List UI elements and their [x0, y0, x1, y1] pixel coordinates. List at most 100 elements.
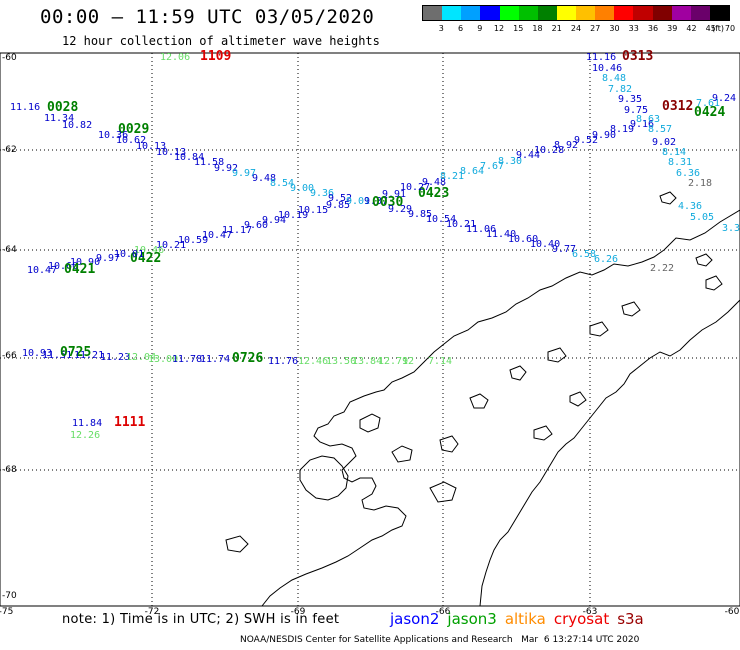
wave-height-label: 13.00	[148, 354, 178, 365]
wave-height-label: 9.48	[422, 177, 446, 188]
wave-height-label: 9.85	[326, 200, 350, 211]
wave-height-label: 11.58	[194, 157, 224, 168]
legend-label: 30	[609, 24, 620, 33]
wave-height-label: 11.17	[222, 225, 252, 236]
wave-height-label: 9.00	[290, 183, 314, 194]
satellite-cryosat: cryosat	[553, 610, 610, 628]
coastline	[225, 191, 740, 607]
pass-time-label: 0424	[694, 105, 725, 120]
legend-swatch	[652, 6, 672, 20]
wave-height-label: 10.93	[22, 348, 52, 359]
chart-title: 00:00 – 11:59 UTC 03/05/2020	[40, 6, 375, 28]
satellite-legend: jason2 jason3 altika cryosat s3a	[390, 610, 652, 628]
wave-height-label: 9.24	[712, 93, 736, 104]
wave-height-label: 9.85	[408, 209, 432, 220]
wave-height-label: 11.74	[200, 354, 230, 365]
wave-height-label: 10.60	[508, 234, 538, 245]
latitude-label: -62	[2, 145, 17, 155]
island-1	[359, 413, 381, 433]
wave-height-label: 9.91	[382, 189, 406, 200]
island-13	[429, 481, 457, 503]
legend-label: 3	[438, 24, 444, 33]
wave-height-label: 9.52	[328, 193, 352, 204]
legend-swatch	[499, 6, 519, 20]
legend-swatch	[442, 6, 462, 20]
longitude-label: -63	[583, 607, 598, 617]
wave-height-label: 9.01	[346, 196, 370, 207]
island-4	[469, 393, 489, 409]
wave-height-label: 10.54	[426, 214, 456, 225]
wave-height-label: 7.61	[696, 98, 720, 109]
palmer-land-coast	[479, 299, 740, 607]
pass-time-label: 0725	[60, 345, 91, 360]
alexander-island-coast	[299, 455, 349, 501]
wave-height-label: 2.18	[688, 178, 712, 189]
island-6	[547, 347, 567, 363]
pass-time-label: 0313	[622, 49, 653, 64]
satellite-jason2: jason2	[390, 610, 440, 628]
pass-time-label: 0030	[372, 195, 403, 210]
legend-labels: 3 6 9 12 15 18 21 24 27 30 33 36 39 42 45 70 (ft)	[422, 21, 735, 33]
longitude-label: -75	[0, 607, 13, 617]
wave-height-label: 11.40	[486, 229, 516, 240]
wave-height-label: 9.29	[388, 204, 412, 215]
wave-height-label: 10.60	[48, 261, 78, 272]
legend-label: 42	[686, 24, 697, 33]
island-5	[509, 365, 527, 381]
wave-height-label: 9.94	[262, 215, 286, 226]
wave-height-label: 10.21	[156, 240, 186, 251]
wave-height-label: 7.82	[608, 84, 632, 95]
latitude-label: -66	[2, 351, 17, 361]
wave-height-label: 12.46	[298, 356, 328, 367]
wave-height-label: 6.36	[676, 168, 700, 179]
wave-height-label: 9.16	[630, 119, 654, 130]
wave-height-label: 11.78	[172, 354, 202, 365]
island-11	[705, 275, 723, 291]
island-12	[569, 391, 587, 407]
island-15	[533, 425, 553, 441]
island-14	[225, 535, 249, 553]
wave-height-label: 10.59	[178, 235, 208, 246]
wave-height-label: 9.77	[552, 244, 576, 255]
note-text: note: 1) Time is in UTC; 2) SWH is in fe…	[62, 612, 340, 627]
wave-height-label: 10.19	[278, 210, 308, 221]
wave-height-label: 6.26	[594, 254, 618, 265]
legend-swatch	[537, 6, 557, 20]
legend-label: 45	[705, 24, 716, 33]
axis-tick-labels: -75 -72 -69 -66 -63 -60 -60 -62 -64 -66 -68 -70	[0, 53, 740, 617]
wave-height-label: 8.64	[460, 166, 484, 177]
wave-height-label: 10.46	[134, 245, 164, 256]
longitude-label: -69	[291, 607, 306, 617]
legend-swatch	[595, 6, 615, 20]
legend-swatch	[480, 6, 500, 20]
longitude-label: -60	[725, 607, 740, 617]
wave-height-label: 11.51	[42, 350, 72, 361]
wave-height-label: 11.16	[586, 52, 616, 63]
wave-height-label: 9.02	[652, 137, 676, 148]
wave-height-label: 8.54	[270, 178, 294, 189]
wave-height-label: 10.13	[156, 147, 186, 158]
wave-height-label: 10.47	[27, 265, 57, 276]
wave-height-label: 12	[402, 356, 414, 367]
wave-height-label: 4.36	[678, 201, 702, 212]
wave-height-label: 7.67	[480, 161, 504, 172]
latitude-label: -64	[2, 245, 17, 255]
legend-color-bar	[422, 5, 730, 21]
wave-height-label: 8.48	[602, 73, 626, 84]
island-9	[695, 253, 713, 267]
legend-label: 18	[532, 24, 543, 33]
legend-label: 36	[647, 24, 659, 33]
legend-unit: (ft)	[711, 24, 725, 33]
wave-height-label: 12.79	[378, 356, 408, 367]
wave-height-label: 10.27	[400, 182, 430, 193]
wave-height-label: 8.63	[636, 114, 660, 125]
wave-height-label: 10.84	[174, 152, 204, 163]
wave-height-label: 9.52	[574, 135, 598, 146]
legend-label: 70	[724, 24, 736, 33]
wave-height-label: 8.21	[440, 171, 464, 182]
wave-height-label: 8.31	[668, 157, 692, 168]
wave-height-label: 9.97	[232, 168, 256, 179]
satellite-jason3: jason3	[447, 610, 497, 628]
legend-label: 39	[667, 24, 678, 33]
